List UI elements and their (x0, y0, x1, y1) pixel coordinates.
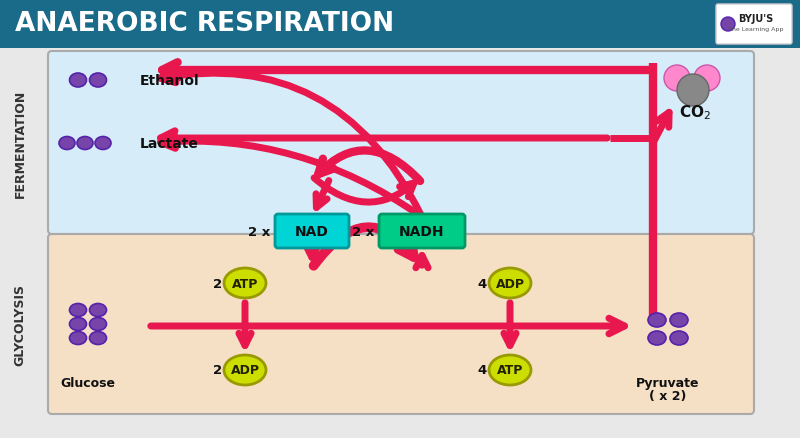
Ellipse shape (90, 304, 106, 317)
Text: 2 x: 2 x (213, 364, 235, 377)
Text: ADP: ADP (230, 364, 259, 377)
Text: GLYCOLYSIS: GLYCOLYSIS (14, 283, 26, 365)
Ellipse shape (648, 331, 666, 345)
Ellipse shape (70, 318, 86, 331)
Text: 4 x: 4 x (478, 364, 500, 377)
FancyBboxPatch shape (48, 234, 754, 414)
Text: 2 x: 2 x (248, 225, 270, 238)
Text: ATP: ATP (497, 364, 523, 377)
FancyBboxPatch shape (275, 215, 349, 248)
Text: NADH: NADH (399, 225, 445, 238)
Circle shape (694, 66, 720, 92)
Ellipse shape (670, 313, 688, 327)
Ellipse shape (70, 74, 86, 88)
Ellipse shape (59, 137, 75, 150)
FancyBboxPatch shape (716, 5, 792, 45)
Text: FERMENTATION: FERMENTATION (14, 90, 26, 198)
Ellipse shape (90, 318, 106, 331)
Text: 4 x: 4 x (478, 277, 500, 290)
FancyBboxPatch shape (48, 52, 754, 234)
Ellipse shape (224, 268, 266, 298)
Ellipse shape (77, 137, 93, 150)
Ellipse shape (489, 355, 531, 385)
Ellipse shape (70, 304, 86, 317)
Text: BYJU'S: BYJU'S (738, 14, 774, 24)
Text: 2 x: 2 x (352, 225, 374, 238)
Bar (0, 0, 800, 49)
Ellipse shape (70, 332, 86, 345)
Ellipse shape (224, 355, 266, 385)
Ellipse shape (648, 313, 666, 327)
Text: 2 x: 2 x (213, 277, 235, 290)
Text: Ethanol: Ethanol (140, 74, 200, 88)
Text: Pyruvate: Pyruvate (636, 377, 700, 390)
Ellipse shape (670, 331, 688, 345)
Text: ATP: ATP (232, 277, 258, 290)
Circle shape (677, 75, 709, 107)
Circle shape (664, 66, 690, 92)
Text: NAD: NAD (295, 225, 329, 238)
Text: Glucose: Glucose (61, 377, 115, 390)
Text: ( x 2): ( x 2) (650, 390, 686, 403)
Text: The Learning App: The Learning App (728, 26, 784, 32)
FancyBboxPatch shape (379, 215, 465, 248)
Text: ADP: ADP (495, 277, 525, 290)
Text: Lactate: Lactate (140, 137, 199, 151)
Ellipse shape (95, 137, 111, 150)
Text: ANAEROBIC RESPIRATION: ANAEROBIC RESPIRATION (15, 11, 394, 37)
Ellipse shape (489, 268, 531, 298)
Ellipse shape (90, 74, 106, 88)
Text: CO$_2$: CO$_2$ (679, 103, 711, 122)
Ellipse shape (90, 332, 106, 345)
Circle shape (721, 18, 735, 32)
